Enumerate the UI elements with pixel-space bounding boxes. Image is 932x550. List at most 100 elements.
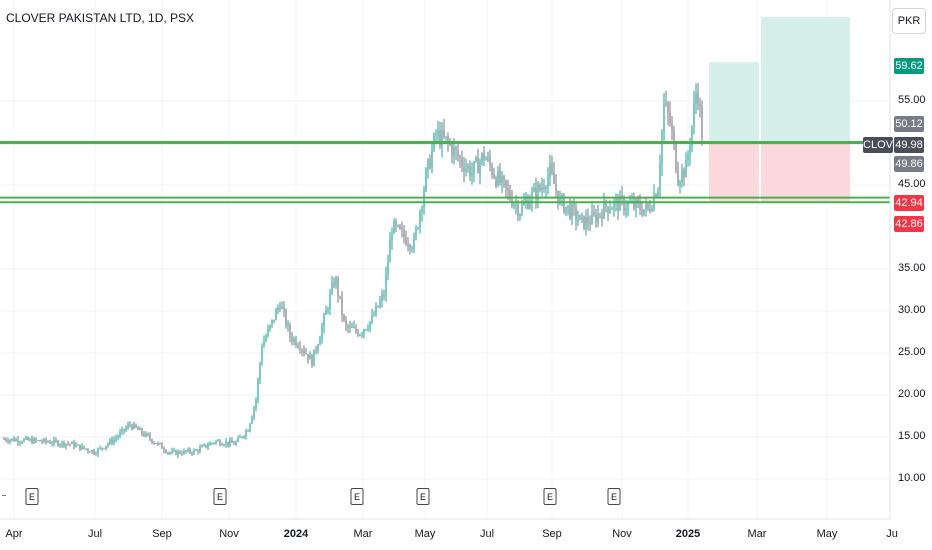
candle-body xyxy=(609,209,611,213)
candle-body xyxy=(587,216,589,224)
candle-body xyxy=(217,440,219,442)
candle-body xyxy=(677,171,679,185)
candle-body xyxy=(365,329,367,331)
candle-body xyxy=(353,327,355,329)
candle-body xyxy=(345,319,347,326)
candle-body xyxy=(487,157,489,160)
candle-body xyxy=(77,444,79,446)
candle-body xyxy=(371,315,373,322)
candle-body xyxy=(137,427,139,430)
candle-body xyxy=(541,187,543,190)
candle-body xyxy=(271,319,273,326)
candle-body xyxy=(453,147,455,156)
candle-body xyxy=(601,214,603,219)
candle-body xyxy=(517,204,519,216)
candle-body xyxy=(543,187,545,190)
candle-body xyxy=(99,447,101,449)
candle-body xyxy=(275,309,277,321)
candle-body xyxy=(227,441,229,445)
candle-body xyxy=(47,441,49,443)
earnings-icon[interactable]: E xyxy=(416,488,430,505)
candle-body xyxy=(163,448,165,451)
earnings-icon[interactable]: E xyxy=(607,488,621,505)
candle-body xyxy=(691,126,693,147)
candle-body xyxy=(477,157,479,174)
candle-body xyxy=(407,244,409,246)
earnings-icon[interactable]: E xyxy=(213,488,227,505)
candle-body xyxy=(121,428,123,433)
candle-body xyxy=(379,300,381,308)
candle-body xyxy=(265,336,267,341)
x-tick-label: Sep xyxy=(152,528,172,540)
candle-body xyxy=(591,212,593,224)
candle-body xyxy=(693,103,695,127)
candle-body xyxy=(669,113,671,123)
candle-body xyxy=(485,159,487,161)
candle-body xyxy=(109,439,111,444)
candle-body xyxy=(519,214,521,216)
candle-body xyxy=(523,202,525,205)
candle-body xyxy=(241,436,243,438)
x-tick-label: Mar xyxy=(353,528,373,540)
candle-body xyxy=(207,445,209,448)
candle-body xyxy=(293,338,295,342)
earnings-icon[interactable]: E xyxy=(350,488,364,505)
chart-grid xyxy=(0,0,890,519)
candle-body xyxy=(157,443,159,445)
candle-body xyxy=(335,278,337,286)
y-tick-label: 45.00 xyxy=(898,178,926,190)
candle-body xyxy=(25,437,27,440)
candle-body xyxy=(101,447,103,449)
candle-body xyxy=(417,227,419,229)
candle-body xyxy=(635,199,637,209)
candle-body xyxy=(589,223,591,225)
candle-body xyxy=(563,195,565,213)
candle-body xyxy=(393,220,395,234)
candle-body xyxy=(639,202,641,211)
candle-body xyxy=(617,198,619,211)
candle-body xyxy=(339,295,341,297)
y-tick-label: 10.00 xyxy=(898,472,926,484)
candle-body xyxy=(55,439,57,442)
candle-body xyxy=(199,447,201,452)
candle-body xyxy=(475,157,477,162)
candle-body xyxy=(103,448,105,450)
candle-body xyxy=(135,424,137,428)
currency-button[interactable]: PKR xyxy=(892,8,926,34)
candle-body xyxy=(255,399,257,408)
candle-body xyxy=(119,432,121,437)
candle-body xyxy=(133,424,135,429)
candle-body xyxy=(455,147,457,151)
candle-body xyxy=(555,183,557,191)
x-tick-label: Nov xyxy=(612,528,632,540)
candle-body xyxy=(267,328,269,337)
candle-body xyxy=(663,103,665,132)
candle-body xyxy=(83,445,85,449)
candle-body xyxy=(497,170,499,186)
candle-body xyxy=(307,354,309,360)
candle-body xyxy=(33,438,35,444)
x-tick-label: Jul xyxy=(87,528,103,540)
candle-body xyxy=(649,208,651,211)
candle-body xyxy=(385,273,387,297)
candle-body xyxy=(237,437,239,442)
candle-body xyxy=(495,177,497,186)
candle-body xyxy=(499,170,501,183)
candle-body xyxy=(397,225,399,227)
candle-body xyxy=(419,211,421,228)
candle-body xyxy=(111,439,113,443)
earnings-icon[interactable]: E xyxy=(543,488,557,505)
candle-body xyxy=(461,158,463,166)
candle-body xyxy=(369,321,371,329)
candle-body xyxy=(567,205,569,207)
y-tick-label: 35.00 xyxy=(898,262,926,274)
candle-body xyxy=(403,229,405,238)
candle-body xyxy=(325,310,327,315)
candle-body xyxy=(659,164,661,191)
earnings-icon[interactable]: E xyxy=(25,488,39,505)
candle-body xyxy=(503,176,505,181)
price-badge-neutral: 50.12 xyxy=(894,116,924,132)
candle-body xyxy=(305,352,307,355)
candle-body xyxy=(375,306,377,316)
